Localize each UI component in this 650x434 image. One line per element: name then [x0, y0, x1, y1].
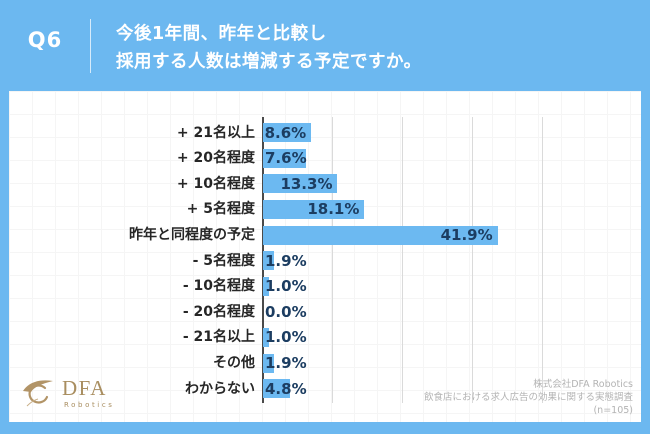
value-bar	[263, 123, 312, 143]
chart-panel: + 21名以上 8.6% + 20名程度 7.6% + 10名程度 13.3% + 5名程度…	[9, 91, 641, 422]
value-bar	[263, 276, 269, 296]
category-label: その他	[213, 355, 255, 371]
logo-name: DFA	[62, 376, 107, 400]
value-label: 0.0%	[265, 302, 307, 321]
value-label: 1.9%	[265, 251, 307, 270]
source-note: 株式会社DFA Robotics 飲食店における求人広告の効果に関する実態調査 …	[424, 378, 633, 417]
category-label: 昨年と同程度の予定	[129, 227, 255, 243]
value-label: 18.1%	[307, 200, 360, 219]
category-label: - 5名程度	[192, 252, 255, 269]
category-label: + 5名程度	[186, 201, 255, 218]
value-bar	[263, 251, 274, 271]
value-label: 1.0%	[265, 277, 307, 296]
value-bar	[263, 225, 498, 245]
gridline	[472, 117, 473, 403]
category-label: - 21名以上	[182, 329, 255, 346]
category-label: - 10名程度	[182, 278, 255, 295]
value-bar	[263, 199, 365, 219]
value-label: 4.8%	[265, 379, 307, 398]
category-label: わからない	[185, 380, 255, 397]
value-label: 8.6%	[264, 123, 307, 142]
gridline	[332, 117, 333, 403]
question-title: 今後1年間、昨年と比較し 採用する人数は増減する予定ですか。	[116, 20, 422, 76]
value-bar	[263, 327, 269, 347]
logo-text: DFA Robotics	[62, 376, 115, 410]
category-label: + 21名以上	[176, 124, 255, 141]
question-title-line2: 採用する人数は増減する予定ですか。	[116, 52, 422, 72]
dfa-robotics-logo: DFA Robotics	[21, 378, 115, 412]
question-title-line1: 今後1年間、昨年と比較し	[116, 24, 327, 44]
gridline	[402, 117, 403, 403]
gridline	[542, 117, 543, 403]
value-bar	[263, 379, 290, 399]
value-label: 41.9%	[440, 226, 493, 244]
value-label: 1.9%	[265, 354, 307, 372]
value-bar	[263, 148, 306, 168]
category-label: + 20名程度	[176, 150, 255, 167]
value-label: 1.0%	[265, 328, 307, 347]
source-company: 株式会社DFA Robotics	[533, 379, 633, 390]
source-sample-size: (n=105)	[593, 405, 633, 416]
value-label: 13.3%	[280, 174, 333, 193]
category-label: + 10名程度	[176, 175, 255, 192]
source-survey-title: 飲食店における求人広告の効果に関する実態調査	[423, 392, 633, 403]
question-number: Q6	[27, 28, 63, 52]
value-bar	[263, 174, 338, 194]
header-divider	[90, 19, 91, 73]
value-bar	[263, 353, 274, 373]
logo-swirl-icon	[21, 378, 55, 412]
logo-subtitle: Robotics	[64, 401, 115, 409]
value-label: 7.6%	[265, 149, 307, 168]
category-label: - 20名程度	[182, 303, 255, 320]
